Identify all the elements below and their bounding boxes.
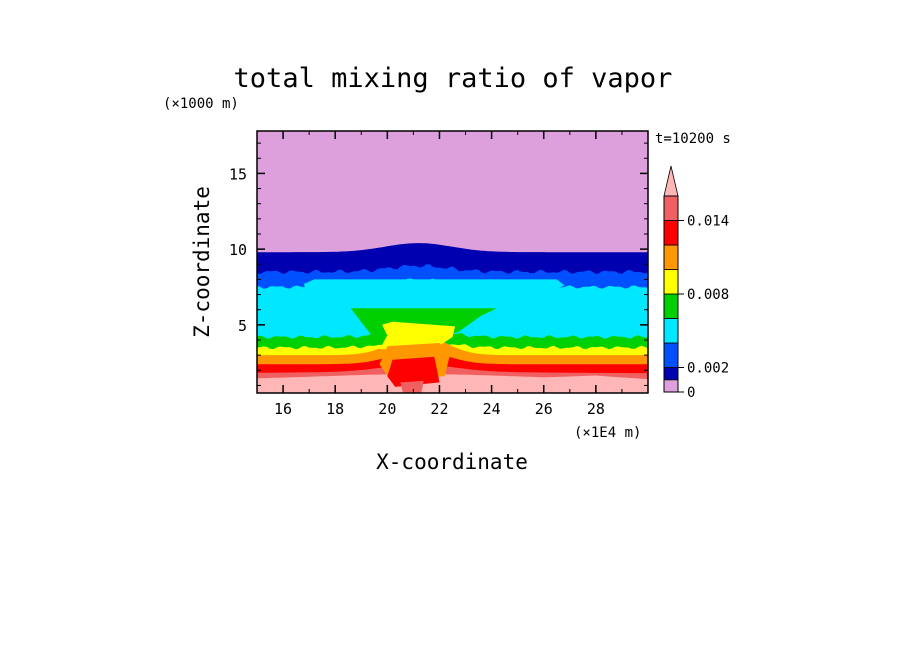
colorbar: 0.014 0.008 0.002 0 <box>663 165 729 401</box>
plot-frame <box>256 130 649 394</box>
colorbar-segment <box>663 318 679 344</box>
chart-title: total mixing ratio of vapor <box>234 63 673 94</box>
y-axis-label: Z-coordinate <box>190 186 214 338</box>
colorbar-segment <box>663 195 679 221</box>
x-axis-label: X-coordinate <box>376 450 528 474</box>
colorbar-extend-arrow <box>663 165 679 197</box>
plot-area <box>257 131 648 393</box>
y-axis-unit: (×1000 m) <box>163 96 239 112</box>
anvil-region <box>303 279 565 312</box>
x-axis-unit: (×1E4 m) <box>574 425 641 441</box>
colorbar-segment <box>663 342 679 368</box>
colorbar-segment <box>663 293 679 319</box>
colorbar-tick-label: 0.002 <box>687 361 729 377</box>
x-tick-label: 22 <box>430 400 448 418</box>
x-tick-label: 28 <box>587 400 605 418</box>
core-deep-region <box>400 380 424 393</box>
colorbar-segment <box>663 220 679 246</box>
y-axis: 5 10 15 <box>229 142 648 386</box>
colorbar-tick-label: 0 <box>687 385 695 401</box>
y-tick-label: 5 <box>238 317 247 335</box>
colorbar-segment <box>663 367 679 381</box>
x-tick-label: 24 <box>483 400 501 418</box>
colorbar-tick-label: 0.014 <box>687 214 729 230</box>
y-tick-label: 10 <box>229 241 247 259</box>
contour-band-0.016+ <box>257 374 648 393</box>
x-tick-label: 20 <box>378 400 396 418</box>
colorbar-segment <box>663 269 679 295</box>
x-tick-label: 16 <box>274 400 292 418</box>
colorbar-segment <box>663 379 679 393</box>
x-axis: 16 18 20 22 24 26 28 <box>256 131 623 418</box>
time-label: t=10200 s <box>655 131 731 147</box>
core-hot-region <box>387 356 440 387</box>
x-tick-label: 26 <box>535 400 553 418</box>
x-tick-label: 18 <box>326 400 344 418</box>
colorbar-segment <box>663 244 679 270</box>
y-tick-label: 15 <box>229 165 247 183</box>
colorbar-tick-label: 0.008 <box>687 287 729 303</box>
core-region <box>379 321 456 350</box>
